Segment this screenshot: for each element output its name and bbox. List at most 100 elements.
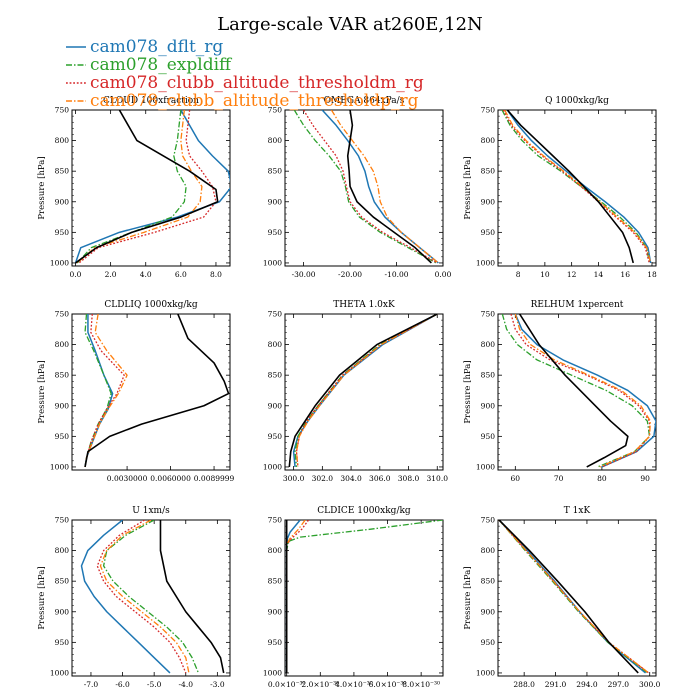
- y-tick-label: 750: [481, 106, 496, 115]
- panel-title: THETA 1.0xK: [333, 300, 395, 310]
- series-line-thresholdm: [295, 314, 438, 468]
- panel-title: RELHUM 1xpercent: [531, 300, 624, 310]
- y-tick-label: 850: [268, 371, 283, 380]
- x-tick-label: 80: [597, 474, 607, 483]
- x-tick-label: -6.0: [115, 680, 130, 689]
- y-tick-label: 950: [268, 432, 283, 441]
- y-axis-label: Pressure [hPa]: [463, 360, 473, 423]
- y-tick-label: 750: [55, 310, 70, 319]
- series-line-dflt: [292, 314, 438, 468]
- series-line-expldiff: [294, 314, 438, 468]
- plot-frame: [284, 109, 444, 267]
- series-line-thresholdp: [99, 520, 190, 674]
- panel-1: CLOUD 100xfraction 750 800 850 900 950 10000.0…: [37, 96, 231, 279]
- x-tick-label: 16: [620, 270, 630, 279]
- x-tick-label: 6.0: [175, 270, 187, 279]
- y-tick-label: 950: [481, 432, 496, 441]
- y-tick-label: 1000: [50, 258, 69, 267]
- y-tick-label: 750: [268, 106, 283, 115]
- legend-item: cam078_expldiff: [66, 55, 233, 75]
- x-tick-label: -7.0: [84, 680, 99, 689]
- legend: cam078_dflt_rgcam078_expldiffcam078_club…: [66, 37, 424, 111]
- panel-2: OMEGA 864xPa/s 750 800 850 900 950 1000 -30.00 -…: [263, 96, 452, 279]
- x-tick-label: 308.0: [398, 474, 420, 483]
- y-tick-label: 950: [481, 638, 496, 647]
- y-tick-label: 850: [55, 371, 70, 380]
- panel-title: OMEGA 864xPa/s: [324, 96, 405, 106]
- series-line-obs: [506, 110, 635, 264]
- y-tick-label: 800: [481, 136, 496, 145]
- series-line-thresholdp: [76, 110, 203, 264]
- panel-3: Q 1000xkg/kg 750 800 850 900 950 1000 8 10 12 14 16…: [463, 96, 657, 279]
- series-line-dflt: [80, 520, 171, 674]
- x-tick-label: 8.0: [210, 270, 222, 279]
- series-line-obs: [159, 520, 225, 674]
- y-axis-label: Pressure [hPa]: [37, 360, 47, 423]
- series-line-obs: [518, 314, 629, 468]
- x-tick-label: 0.0030000: [107, 474, 148, 483]
- y-tick-label: 1000: [263, 668, 282, 677]
- series-line-obs: [288, 314, 438, 468]
- y-tick-label: 1000: [50, 462, 69, 471]
- panel-title: T 1xK: [564, 506, 591, 516]
- y-tick-label: 1000: [50, 668, 69, 677]
- y-tick-label: 900: [55, 197, 70, 206]
- x-tick-label: 294.0: [576, 680, 598, 689]
- legend-item: cam078_dflt_rg: [66, 37, 223, 57]
- y-tick-label: 1000: [263, 462, 282, 471]
- legend-label: cam078_clubb_altitude_thresholdm_rg: [90, 73, 424, 93]
- series-line-obs: [75, 110, 219, 264]
- series-line-dflt: [74, 110, 230, 264]
- y-tick-label: 800: [268, 136, 283, 145]
- x-tick-label: 2.0×10⁻³⁰: [301, 680, 339, 689]
- x-tick-label: 0.00: [435, 270, 452, 279]
- x-tick-label: 310.0: [427, 474, 449, 483]
- legend-label: cam078_clubb_altitude_thresholdp_rg: [90, 91, 419, 111]
- plot-frame: [284, 313, 444, 471]
- series-line-thresholdp: [498, 520, 650, 674]
- x-tick-label: -3.0: [210, 680, 225, 689]
- y-tick-label: 1000: [476, 462, 495, 471]
- x-tick-label: 12: [567, 270, 577, 279]
- series-line-thresholdp: [514, 314, 652, 468]
- y-tick-label: 800: [481, 546, 496, 555]
- y-tick-label: 800: [481, 340, 496, 349]
- series-line-thresholdp: [295, 314, 438, 468]
- panel-title: CLOUD 100xfraction: [103, 96, 199, 106]
- x-tick-label: 0.0089999: [194, 474, 235, 483]
- series-line-expldiff: [76, 110, 187, 264]
- series-line-thresholdp: [286, 520, 306, 673]
- series-line-expldiff: [501, 314, 651, 468]
- series-line-dflt: [514, 314, 656, 468]
- series-line-thresholdp: [84, 314, 128, 468]
- series-line-thresholdp: [330, 110, 439, 264]
- series-line-thresholdm: [84, 314, 125, 468]
- y-tick-label: 900: [481, 401, 496, 410]
- series-line-expldiff: [102, 520, 200, 674]
- y-tick-label: 850: [268, 167, 283, 176]
- y-axis-label: Pressure [hPa]: [37, 156, 47, 219]
- y-tick-label: 900: [481, 197, 496, 206]
- x-tick-label: 300.0: [283, 474, 305, 483]
- y-tick-label: 950: [55, 228, 70, 237]
- x-tick-label: 0.0×10⁻³⁰: [268, 680, 306, 689]
- series-line-thresholdp: [504, 110, 652, 264]
- series-line-expldiff: [293, 110, 437, 264]
- panel-8: CLDICE 1000xkg/kg 750 800 850 900 950 1000 0.0×…: [263, 506, 444, 689]
- x-tick-label: 0.0: [70, 270, 82, 279]
- x-tick-label: 302.0: [312, 474, 334, 483]
- y-axis-label: Pressure [hPa]: [463, 156, 473, 219]
- x-tick-label: -5.0: [147, 680, 162, 689]
- y-tick-label: 850: [481, 577, 496, 586]
- series-line-dflt: [321, 110, 439, 264]
- x-tick-label: 288.0: [513, 680, 535, 689]
- panel-6: RELHUM 1xpercent 750 800 850 900 950 1000 60 70 8…: [463, 300, 657, 483]
- series-line-thresholdm: [96, 520, 187, 674]
- panel-title: Q 1000xkg/kg: [545, 96, 609, 106]
- y-tick-label: 850: [55, 577, 70, 586]
- y-tick-label: 900: [268, 401, 283, 410]
- legend-item: cam078_clubb_altitude_thresholdm_rg: [66, 73, 424, 93]
- legend-label: cam078_dflt_rg: [90, 37, 223, 57]
- panel-9: T 1xK 750 800 850 900 950 1000 288.0 291.0 294.0 2…: [463, 506, 661, 689]
- y-tick-label: 800: [55, 340, 70, 349]
